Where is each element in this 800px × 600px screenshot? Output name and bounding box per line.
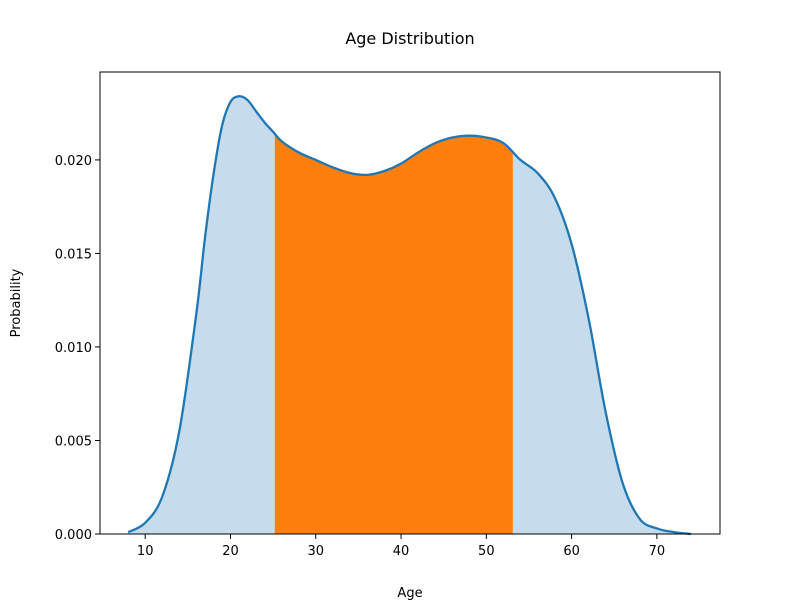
chart-title: Age Distribution: [345, 29, 474, 48]
x-tick-label: 10: [137, 544, 154, 559]
y-tick-label: 0.000: [55, 528, 92, 543]
x-tick-label: 70: [649, 544, 666, 559]
x-axis: 10 20 30 40 50 60 70: [137, 534, 665, 559]
x-tick-label: 30: [307, 544, 324, 559]
plot-area: [127, 95, 692, 536]
y-tick-label: 0.020: [55, 154, 92, 169]
y-axis-label: Probability: [9, 268, 24, 337]
y-tick-label: 0.010: [55, 341, 92, 356]
x-tick-label: 20: [222, 544, 239, 559]
y-tick-label: 0.015: [55, 247, 92, 262]
plot-frame: [99, 71, 721, 535]
density-line: [127, 95, 692, 536]
y-tick-label: 0.005: [55, 434, 92, 449]
x-tick-label: 60: [563, 544, 580, 559]
x-axis-label: Age: [397, 586, 422, 600]
x-tick-label: 40: [393, 544, 410, 559]
y-axis: 0.000 0.005 0.010 0.015 0.020: [55, 154, 100, 543]
x-tick-label: 50: [478, 544, 495, 559]
highlighted-range-fill: [274, 133, 513, 534]
